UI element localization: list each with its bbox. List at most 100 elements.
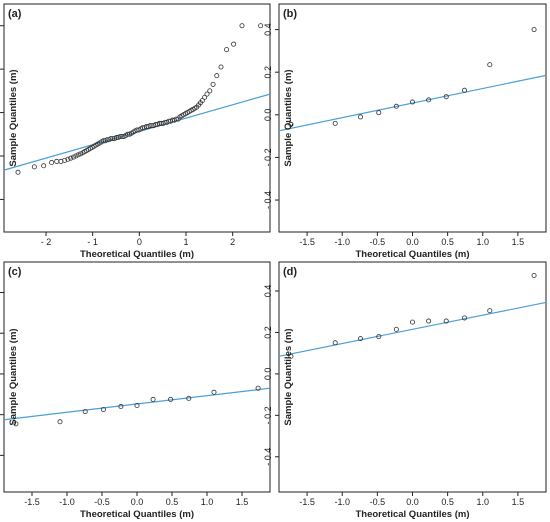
data-point (117, 133, 123, 139)
x-tick-label: 2 (230, 237, 235, 247)
y-tick-label: 0.0 (263, 109, 273, 122)
data-point (186, 395, 192, 401)
x-tick-label: -1.5 (299, 237, 315, 247)
data-point (41, 163, 47, 169)
data-point (211, 389, 217, 395)
x-tick-label: 1.0 (201, 497, 214, 507)
data-point (487, 308, 493, 314)
data-point (443, 94, 449, 100)
data-point (118, 404, 124, 410)
data-point (13, 421, 19, 427)
data-point (108, 136, 114, 142)
data-point (239, 23, 245, 29)
data-point (207, 88, 213, 94)
data-point (258, 23, 264, 29)
data-point (68, 155, 74, 161)
y-tick-label: - 0.2 (263, 148, 273, 166)
plot-frame (278, 3, 547, 233)
data-point (147, 123, 153, 129)
data-point (134, 402, 140, 408)
data-point (531, 27, 537, 33)
data-point (332, 120, 338, 126)
data-point (443, 318, 449, 324)
data-point (31, 164, 37, 170)
qq-panel-3: -1.5 -1.0 -0.5 0.0 0.5 1.0 1.5 - 0.4 - 0.2 0.0 0.2… (0, 261, 271, 520)
y-tick-label: - 0.2 (263, 406, 273, 424)
data-point (409, 99, 415, 105)
data-point (358, 114, 364, 120)
x-tick-label: 0.0 (131, 497, 144, 507)
qq-panel-2: -1.5 -1.0 -0.5 0.0 0.5 1.0 1.5 - 0.4 - 0.2 0.0 0.2… (263, 3, 547, 260)
reference-line (3, 387, 271, 421)
data-point (173, 116, 179, 122)
data-point (82, 409, 88, 415)
y-tick-label: 0.2 (263, 326, 273, 339)
x-tick-label: -0.5 (370, 497, 386, 507)
data-point (426, 97, 432, 103)
x-tick-label: 0.5 (441, 237, 454, 247)
y-tick-label: - 0.4 (263, 448, 273, 466)
data-point (168, 396, 174, 402)
x-tick-label: 1.0 (477, 497, 490, 507)
data-point (75, 152, 81, 158)
data-point (487, 62, 493, 68)
data-point (204, 91, 210, 97)
x-tick-label: 0 (137, 237, 142, 247)
plot-frame (278, 261, 547, 493)
x-tick-label: -1.5 (299, 497, 315, 507)
x-axis-title: Theoretical Quantiles (m) (80, 509, 194, 520)
x-axis-title: Theoretical Quantiles (m) (355, 509, 469, 520)
y-axis-title: Sample Quantiles (m) (283, 69, 294, 166)
x-tick-label: -0.5 (370, 237, 386, 247)
data-point (156, 120, 162, 126)
reference-line (278, 74, 547, 132)
data-point (199, 98, 205, 104)
data-point (224, 47, 230, 53)
data-point (214, 73, 220, 79)
data-point (461, 87, 467, 93)
qq-panel-1: - 2 - 1 0 1 2 - 0.4 - 0.2 0.0 0.2 0.4 (a) Theoretic… (0, 3, 271, 260)
data-point (57, 419, 63, 425)
data-point (202, 94, 208, 100)
data-point (332, 340, 338, 346)
data-point (231, 41, 237, 47)
data-point (65, 156, 71, 162)
panel-label: (a) (8, 8, 22, 20)
plot-frame (3, 261, 271, 493)
x-tick-label: -1.0 (334, 497, 350, 507)
data-point (393, 326, 399, 332)
data-point (73, 153, 79, 159)
panel-label: (b) (283, 8, 297, 20)
data-point (150, 396, 156, 402)
panel-label: (c) (8, 266, 22, 278)
x-tick-label: -0.5 (94, 497, 110, 507)
data-point (376, 334, 382, 340)
x-tick-label: 0.0 (406, 237, 419, 247)
data-point (218, 64, 224, 70)
data-point (288, 353, 294, 359)
data-point (426, 318, 432, 324)
x-tick-label: - 1 (87, 237, 98, 247)
data-point (71, 154, 77, 160)
y-tick-label: - 0.4 (263, 191, 273, 209)
y-axis-title: Sample Quantiles (m) (8, 328, 19, 425)
x-tick-label: -1.5 (24, 497, 40, 507)
panel-label: (d) (283, 266, 297, 278)
data-point (531, 272, 537, 278)
data-point (358, 336, 364, 342)
reference-line (278, 301, 547, 357)
x-axis-title: Theoretical Quantiles (m) (355, 249, 469, 260)
x-tick-label: - 2 (41, 237, 52, 247)
x-tick-label: -1.0 (334, 237, 350, 247)
x-tick-label: -1.0 (59, 497, 75, 507)
x-tick-label: 1.5 (236, 497, 249, 507)
x-tick-label: 1 (183, 237, 188, 247)
x-tick-label: 0.0 (406, 497, 419, 507)
data-point (288, 121, 294, 127)
x-tick-label: 1.5 (512, 497, 525, 507)
data-point (49, 160, 55, 166)
qq-panel-4: -1.5 -1.0 -0.5 0.0 0.5 1.0 1.5 - 0.4 - 0.2 0.0 0.2… (263, 261, 547, 520)
x-tick-label: 0.5 (166, 497, 179, 507)
data-point (409, 319, 415, 325)
